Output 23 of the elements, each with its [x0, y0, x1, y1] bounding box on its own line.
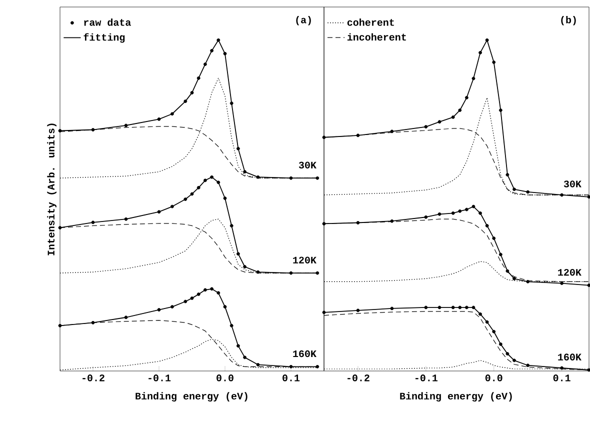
text: (a): [296, 16, 311, 26]
x-tick-label: -0.1: [148, 374, 171, 382]
legend-label: coherent: [347, 18, 394, 26]
annotation: 160K: [293, 350, 316, 358]
text: (b): [561, 16, 576, 26]
x-axis-title: Binding energy (eV): [136, 392, 248, 402]
x-tick-label: 0.0: [485, 374, 502, 382]
x-tick-label: -0.2: [82, 374, 104, 382]
annotation: 120K: [293, 256, 316, 264]
x-tick-label: 0.1: [553, 374, 570, 382]
legend-label: incoherent: [347, 33, 406, 41]
annotation: 120K: [558, 268, 582, 276]
x-axis-title: Binding energy (eV): [400, 392, 512, 402]
annotation: 30K: [564, 180, 582, 188]
x-tick-label: -0.2: [348, 374, 370, 382]
annotation: 160K: [558, 354, 582, 360]
legend-label: raw data: [84, 18, 131, 26]
annotation: 30K: [298, 162, 316, 169]
legend-label: fitting: [84, 33, 125, 43]
x-tick-label: 0.0: [216, 374, 234, 382]
y-axis-title: Intensity (Arb. units): [47, 124, 56, 256]
x-tick-label: -0.1: [416, 374, 438, 382]
x-tick-label: 0.1: [282, 374, 300, 382]
